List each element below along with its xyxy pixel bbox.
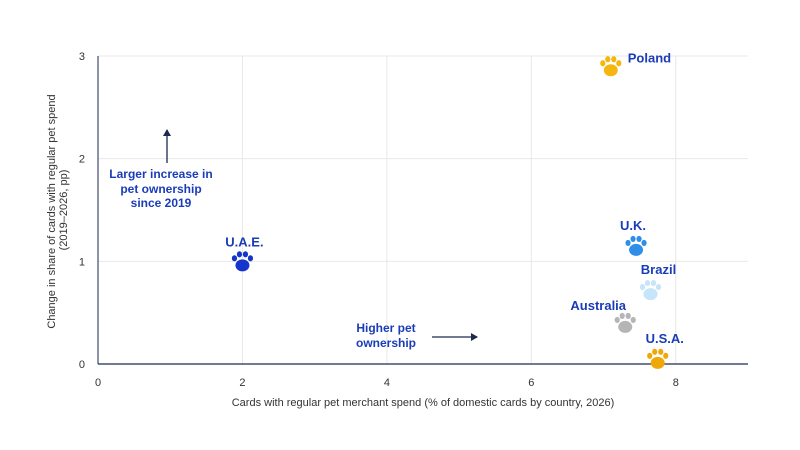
x-tick-label: 0 — [95, 377, 101, 389]
paw-toe — [663, 352, 669, 359]
paw-toe — [611, 56, 617, 63]
paw-pad — [629, 243, 644, 256]
x-tick-label: 2 — [239, 377, 245, 389]
annotation-line: ownership — [356, 336, 416, 350]
tick-labels: 0 2 4 6 8 0 1 2 3 — [79, 51, 679, 389]
y-tick-label: 3 — [79, 51, 85, 63]
y-tick-label: 0 — [79, 359, 85, 371]
paw-toe — [619, 312, 625, 320]
paw-toe — [614, 316, 620, 324]
paw-marker-brazil — [639, 279, 662, 301]
paw-toe — [625, 239, 631, 247]
data-points: Poland U.A.E. U.K. Brazil Australia U.S.A. — [225, 50, 684, 369]
paw-toe — [605, 56, 611, 63]
paw-toe — [236, 251, 243, 258]
point-label: Poland — [628, 50, 671, 65]
paw-toe — [242, 251, 249, 258]
y-tick-label: 2 — [79, 154, 85, 166]
annotation-line: Higher pet — [356, 321, 415, 335]
paw-toe — [630, 235, 636, 243]
point-label: U.S.A. — [646, 331, 684, 346]
point-label: U.A.E. — [225, 234, 263, 249]
y-axis-title-line-1: Change in share of cards with regular pe… — [46, 94, 58, 328]
paw-toe — [636, 235, 642, 243]
paw-toe — [641, 239, 647, 247]
paw-pad — [235, 259, 250, 272]
x-tick-label: 8 — [673, 377, 679, 389]
y-axis-title: Change in share of cards with regular pe… — [46, 91, 70, 328]
paw-toe — [652, 348, 658, 355]
annotation-line: since 2019 — [131, 196, 192, 210]
paw-toe — [639, 283, 646, 291]
paw-toe — [630, 316, 636, 324]
paw-pad — [603, 64, 618, 77]
y-tick-label: 1 — [79, 256, 85, 268]
x-axis-title: Cards with regular pet merchant spend (%… — [232, 397, 615, 409]
paw-marker-uae — [231, 251, 254, 272]
paw-toe — [247, 255, 254, 262]
paw-pad — [618, 320, 633, 333]
paw-toe — [600, 60, 606, 67]
x-tick-label: 6 — [528, 377, 534, 389]
paw-marker-australia — [614, 312, 636, 333]
paw-toe — [658, 348, 664, 355]
paw-toe — [644, 279, 651, 287]
annotation-line: pet ownership — [120, 182, 201, 196]
paw-toe — [647, 352, 653, 359]
paw-toe — [650, 279, 657, 287]
paw-marker-usa — [647, 348, 669, 369]
x-tick-label: 4 — [384, 377, 390, 389]
paw-toe — [655, 283, 662, 291]
annotation-line: Larger increase in — [109, 167, 212, 181]
grid-layer — [98, 55, 748, 364]
paw-pad — [650, 356, 665, 369]
point-label: U.K. — [620, 218, 646, 233]
y-axis-title-line-2: (2019–2026, pp) — [58, 170, 70, 251]
axis-layer — [97, 56, 748, 365]
point-label: Australia — [570, 298, 626, 313]
point-label: Brazil — [641, 262, 676, 277]
paw-toe — [231, 255, 238, 262]
paw-toe — [625, 312, 631, 320]
paw-marker-poland — [600, 56, 622, 77]
paw-toe — [616, 60, 622, 67]
paw-marker-uk — [625, 235, 647, 256]
paw-pad — [643, 288, 658, 301]
